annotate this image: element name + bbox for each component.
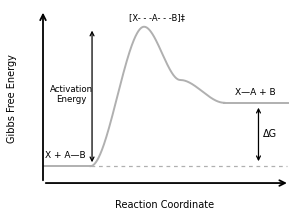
Text: Gibbs Free Energy: Gibbs Free Energy — [7, 54, 17, 143]
Text: [X- - -A- - -B]‡: [X- - -A- - -B]‡ — [130, 13, 185, 22]
Text: X—A + B: X—A + B — [235, 89, 276, 98]
Text: Reaction Coordinate: Reaction Coordinate — [115, 201, 214, 211]
Text: Activation
Energy: Activation Energy — [50, 85, 93, 104]
Text: ΔG: ΔG — [263, 129, 277, 140]
Text: X + A—B: X + A—B — [45, 151, 86, 160]
